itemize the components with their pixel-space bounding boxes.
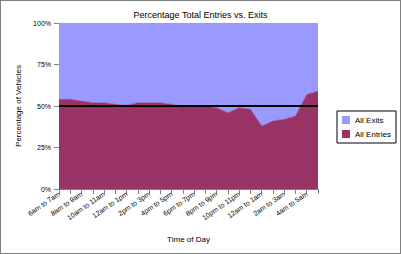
svg-text:All Exits: All Exits xyxy=(355,116,383,125)
svg-text:4am to 5am: 4am to 5am xyxy=(274,190,308,217)
svg-text:12am to 1pm: 12am to 1pm xyxy=(91,190,129,220)
svg-text:50%: 50% xyxy=(37,103,51,110)
svg-text:12am to 1am: 12am to 1am xyxy=(226,190,264,220)
svg-text:2pm to 3pm: 2pm to 3pm xyxy=(116,190,152,218)
svg-text:4pm to 5pm: 4pm to 5pm xyxy=(139,190,174,218)
svg-text:2am to 3am: 2am to 3am xyxy=(251,190,287,218)
svg-text:6pm to 7pm: 6pm to 7pm xyxy=(161,190,197,218)
svg-text:All Entries: All Entries xyxy=(355,130,391,139)
svg-text:Percentage of Vehicles: Percentage of Vehicles xyxy=(14,65,23,147)
svg-text:0%: 0% xyxy=(41,186,51,193)
svg-text:25%: 25% xyxy=(37,144,51,151)
svg-text:10pm to 11pm: 10pm to 11pm xyxy=(200,190,242,222)
svg-text:8am to 9am: 8am to 9am xyxy=(49,190,84,218)
svg-text:8pm to 9pm: 8pm to 9pm xyxy=(184,190,219,218)
svg-text:Percentage Total Entries vs. E: Percentage Total Entries vs. Exits xyxy=(134,10,268,20)
svg-text:10am to 11am: 10am to 11am xyxy=(66,190,106,221)
svg-text:Time of Day: Time of Day xyxy=(167,235,210,244)
svg-text:100%: 100% xyxy=(33,20,51,27)
svg-text:6am to 7am: 6am to 7am xyxy=(26,190,61,218)
svg-text:75%: 75% xyxy=(37,61,51,68)
